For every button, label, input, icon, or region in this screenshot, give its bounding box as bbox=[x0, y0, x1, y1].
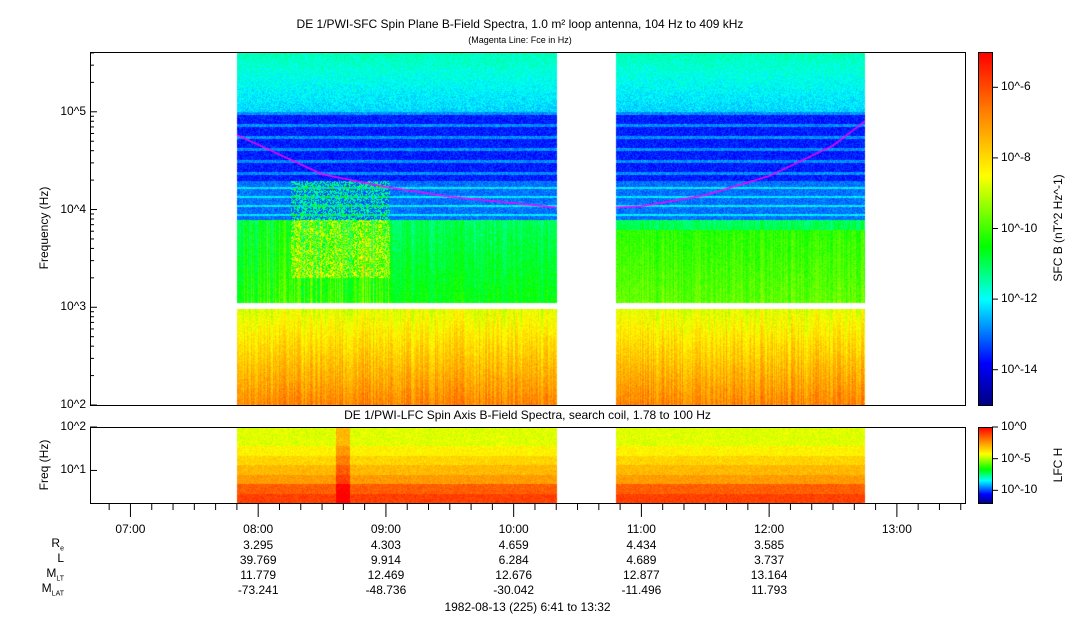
ephemeris-row-label: L bbox=[57, 551, 64, 565]
ephemeris-value: 4.434 bbox=[626, 538, 657, 552]
colorbar-tick-label: 10^-12 bbox=[1001, 291, 1038, 306]
ephemeris-value: 9.914 bbox=[370, 553, 401, 567]
upper-subtitle: (Magenta Line: Fce in Hz) bbox=[468, 35, 572, 45]
colorbar-tick-label: 10^-10 bbox=[1001, 482, 1038, 497]
ephemeris-value: -30.042 bbox=[493, 583, 534, 597]
upper-title: DE 1/PWI-SFC Spin Plane B-Field Spectra,… bbox=[296, 17, 744, 31]
ephemeris-value: 3.295 bbox=[243, 538, 274, 552]
x-tick-label: 10:00 bbox=[498, 522, 529, 536]
ephemeris-value: 12.676 bbox=[495, 568, 532, 582]
lower-colorbar bbox=[978, 427, 992, 503]
x-tick-label: 08:00 bbox=[243, 522, 274, 536]
ephemeris-value: -73.241 bbox=[237, 583, 279, 597]
y-tick-label: 10^1 bbox=[60, 462, 86, 477]
ephemeris-value: 11.793 bbox=[751, 583, 788, 597]
upper-colorbar-frame bbox=[978, 52, 993, 406]
ephemeris-value: 12.877 bbox=[623, 568, 660, 582]
y-tick-label: 10^3 bbox=[60, 299, 86, 314]
y-tick-label: 10^5 bbox=[60, 103, 86, 118]
upper-colorbar bbox=[978, 52, 992, 405]
ephemeris-value: 4.303 bbox=[370, 538, 401, 552]
ephemeris-value: 6.284 bbox=[498, 553, 529, 567]
colorbar-tick-label: 10^-6 bbox=[1001, 79, 1031, 94]
ephemeris-value: 3.585 bbox=[754, 538, 785, 552]
x-tick-label: 12:00 bbox=[754, 522, 785, 536]
ephemeris-value: -11.496 bbox=[621, 583, 662, 597]
ephemeris-value: -48.736 bbox=[365, 583, 407, 597]
lower-spectrogram bbox=[90, 427, 965, 503]
colorbar-tick-label: 10^-10 bbox=[1001, 220, 1038, 235]
colorbar-tick-label: 10^-5 bbox=[1001, 450, 1031, 465]
colorbar-tick-label: 10^0 bbox=[1001, 419, 1027, 433]
upper-plot-frame bbox=[90, 52, 966, 406]
x-tick-label: 07:00 bbox=[115, 522, 146, 536]
y-tick-label: 10^2 bbox=[60, 397, 86, 411]
y-tick-label: 10^4 bbox=[60, 201, 86, 216]
lower-title: DE 1/PWI-LFC Spin Axis B-Field Spectra, … bbox=[344, 408, 711, 422]
ephemeris-value: 4.659 bbox=[498, 538, 529, 552]
colorbar-tick-label: 10^-8 bbox=[1001, 149, 1031, 164]
ephemeris-row-label: Re bbox=[51, 536, 64, 553]
ephemeris-value: 12.469 bbox=[367, 568, 405, 582]
x-tick-label: 13:00 bbox=[881, 522, 912, 536]
ephemeris-value: 39.769 bbox=[239, 553, 277, 567]
lower-plot-frame bbox=[90, 427, 966, 504]
ephemeris-value: 3.737 bbox=[754, 553, 785, 567]
y-tick-label: 10^2 bbox=[60, 419, 86, 433]
ephemeris-row-label: MLT bbox=[46, 566, 64, 583]
footer-date: 1982-08-13 (225) 6:41 to 13:32 bbox=[444, 600, 611, 614]
ephemeris-value: 13.164 bbox=[750, 568, 788, 582]
x-tick-label: 09:00 bbox=[370, 522, 401, 536]
lower-colorbar-frame bbox=[978, 427, 993, 504]
ephemeris-value: 11.779 bbox=[240, 568, 277, 582]
colorbar-tick-label: 10^-14 bbox=[1001, 361, 1038, 376]
ephemeris-value: 4.689 bbox=[626, 553, 657, 567]
ephemeris-row-label: MLAT bbox=[41, 581, 64, 598]
upper-spectrogram bbox=[90, 52, 965, 405]
x-tick-label: 11:00 bbox=[626, 522, 656, 536]
